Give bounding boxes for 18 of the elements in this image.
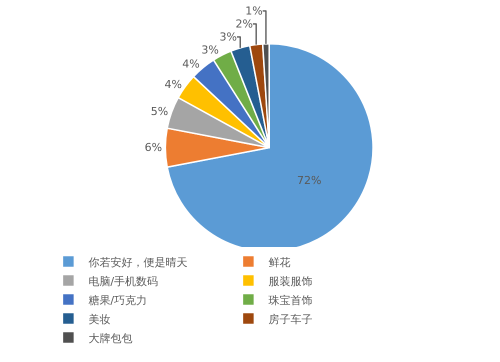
data-label: 4% bbox=[182, 57, 200, 70]
legend-label: 大牌包包 bbox=[88, 332, 132, 345]
legend-label: 电脑/手机数码 bbox=[88, 274, 158, 288]
data-label: 4% bbox=[164, 78, 182, 91]
legend-label: 服装服饰 bbox=[268, 274, 312, 288]
data-label: 5% bbox=[150, 105, 168, 118]
data-label: 6% bbox=[144, 141, 162, 154]
data-label: 1% bbox=[245, 4, 263, 18]
data-label: 2% bbox=[235, 17, 253, 30]
data-label: 72% bbox=[296, 174, 322, 188]
legend-label: 你若安好，便是晴天 bbox=[88, 256, 188, 269]
legend-label: 鲜花 bbox=[268, 256, 290, 269]
legend-label: 糖果/巧克力 bbox=[88, 294, 148, 307]
legend-label: 房子车子 bbox=[268, 312, 312, 326]
data-label: 3% bbox=[201, 43, 219, 56]
legend-label: 美妆 bbox=[88, 312, 110, 326]
data-label: 3% bbox=[220, 30, 237, 44]
legend-label: 珠宝首饰 bbox=[268, 294, 312, 307]
